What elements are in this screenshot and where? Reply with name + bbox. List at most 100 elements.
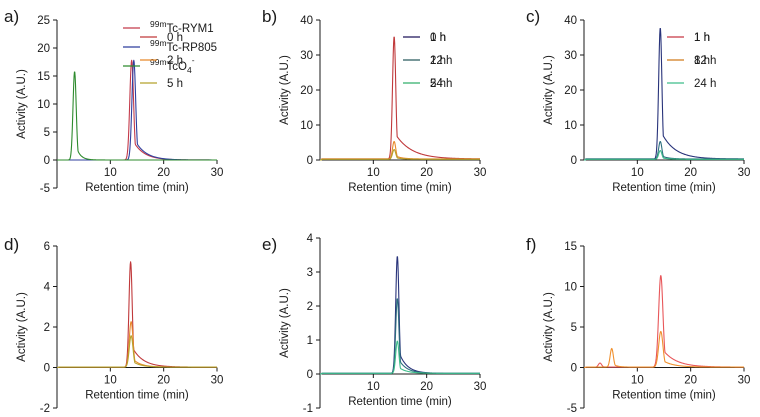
legend-label: 99mTcO4- — [150, 55, 195, 75]
panel-label: c) — [526, 7, 540, 26]
x-tick-label: 20 — [684, 375, 697, 387]
x-tick-label: 10 — [104, 375, 117, 387]
x-tick-label: 30 — [211, 375, 224, 387]
legend-label-prefix: 99m — [150, 38, 167, 48]
legend-label: 2 h — [430, 55, 446, 67]
legend-label-main: Tc-RYM1 — [167, 23, 214, 35]
panel-label: f) — [526, 235, 536, 254]
series-line-1 — [56, 261, 218, 369]
legend-label: 0 h — [167, 32, 183, 44]
y-tick-label: 0 — [571, 155, 577, 167]
y-tick-label: -2 — [40, 403, 50, 415]
panel-label: d) — [4, 235, 19, 254]
x-tick-label: 30 — [211, 167, 224, 179]
y-axis-title: Activity (A.U.) — [279, 55, 291, 125]
y-tick-label: 10 — [37, 99, 50, 111]
x-tick-label: 10 — [367, 381, 380, 393]
x-tick-label: 20 — [684, 167, 697, 179]
y-tick-label: 0 — [307, 369, 313, 381]
legend-label: 5 h — [430, 78, 446, 90]
y-tick-label: 0 — [307, 155, 313, 167]
legend-label: 12 h — [694, 55, 716, 67]
panel-label: a) — [4, 7, 19, 26]
y-axis-title: Activity (A.U.) — [279, 288, 291, 358]
legend-label: 99mTc-RYM1 — [150, 19, 214, 35]
x-axis-title: Retention time (min) — [348, 396, 452, 408]
series-line-3 — [319, 149, 481, 161]
y-tick-label: 0 — [44, 363, 50, 375]
series-line-1 — [319, 36, 481, 161]
legend-label: 8 h — [694, 55, 710, 67]
legend-label: 5 h — [167, 78, 183, 90]
x-tick-label: 10 — [631, 167, 644, 179]
y-axis-title: Activity (A.U.) — [16, 292, 28, 362]
x-tick-label: 10 — [367, 167, 380, 179]
legend-label: 12 h — [430, 55, 452, 67]
chart-panel-1: a) -5 0 5 10 15 20 25 10 20 30 Retention time (min)… — [4, 7, 223, 195]
chart-panel-3: c) 0 10 20 30 40 10 20 30 Retention time (min) Act… — [526, 7, 750, 194]
y-tick-label: -5 — [40, 183, 50, 195]
y-tick-label: 6 — [44, 241, 50, 253]
series-line-3 — [583, 150, 745, 161]
y-tick-label: 30 — [300, 50, 313, 62]
y-tick-label: 5 — [44, 127, 50, 139]
legend-label-prefix: 99m — [150, 57, 167, 67]
chart-panel-2: b) 0 10 20 30 40 10 20 30 Retention time (min) Act… — [262, 7, 486, 194]
y-axis-title: Activity (A.U.) — [543, 292, 555, 362]
legend-label: 1 h — [694, 32, 710, 44]
legend-label: 1 h — [430, 32, 446, 44]
series-line-2 — [583, 330, 745, 369]
series-line-1 — [583, 27, 745, 161]
x-tick-label: 10 — [631, 375, 644, 387]
legend-label-superscript: - — [192, 55, 195, 65]
legend-label: 99mTc-RP805 — [150, 38, 217, 54]
y-axis-title: Activity (A.U.) — [543, 55, 555, 125]
y-tick-label: 0 — [44, 155, 50, 167]
legend-label: 24 h — [430, 78, 452, 90]
series-line-2 — [319, 141, 481, 161]
legend-label: 24 h — [694, 78, 716, 90]
y-axis-title: Activity (A.U.) — [16, 69, 28, 139]
series-line-3 — [319, 340, 481, 375]
legend-label: 2 h — [167, 55, 183, 67]
series-line-2 — [583, 141, 745, 161]
y-tick-label: 3 — [307, 267, 313, 279]
series-line-3 — [56, 71, 218, 161]
x-tick-label: 30 — [474, 381, 487, 393]
y-tick-label: 30 — [564, 50, 577, 62]
y-tick-label: 10 — [300, 120, 313, 132]
legend-label-subscript: 4 — [187, 65, 192, 75]
x-tick-label: 10 — [104, 167, 117, 179]
y-tick-label: 1 — [307, 335, 313, 347]
x-axis-title: Retention time (min) — [612, 390, 716, 402]
y-tick-label: 2 — [307, 301, 313, 313]
x-axis-title: Retention time (min) — [85, 390, 189, 402]
series-line-2 — [56, 59, 218, 161]
legend-label-prefix: 99m — [150, 19, 167, 29]
x-tick-label: 20 — [420, 167, 433, 179]
y-tick-label: -1 — [303, 403, 313, 415]
y-tick-label: -5 — [567, 403, 577, 415]
y-tick-label: 40 — [564, 15, 577, 27]
x-tick-label: 20 — [157, 375, 170, 387]
panel-label: e) — [262, 235, 277, 254]
y-tick-label: 5 — [571, 322, 577, 334]
legend-label-main: Tc-RP805 — [167, 42, 218, 54]
y-tick-label: 20 — [300, 85, 313, 97]
series-line-2 — [56, 321, 218, 369]
y-tick-label: 20 — [37, 43, 50, 55]
x-axis-title: Retention time (min) — [612, 182, 716, 194]
legend-label: 0 h — [430, 32, 446, 44]
y-tick-label: 15 — [37, 71, 50, 83]
chart-panel-6: f) -5 0 5 10 15 10 20 30 Retention time (min) Acti… — [526, 32, 750, 415]
x-tick-label: 30 — [738, 167, 751, 179]
series-line-1 — [56, 59, 218, 161]
y-tick-label: 0 — [571, 363, 577, 375]
y-tick-label: 25 — [37, 15, 50, 27]
y-tick-label: 20 — [564, 85, 577, 97]
y-tick-label: 4 — [307, 233, 314, 245]
panel-label: b) — [262, 7, 277, 26]
x-axis-title: Retention time (min) — [348, 182, 452, 194]
